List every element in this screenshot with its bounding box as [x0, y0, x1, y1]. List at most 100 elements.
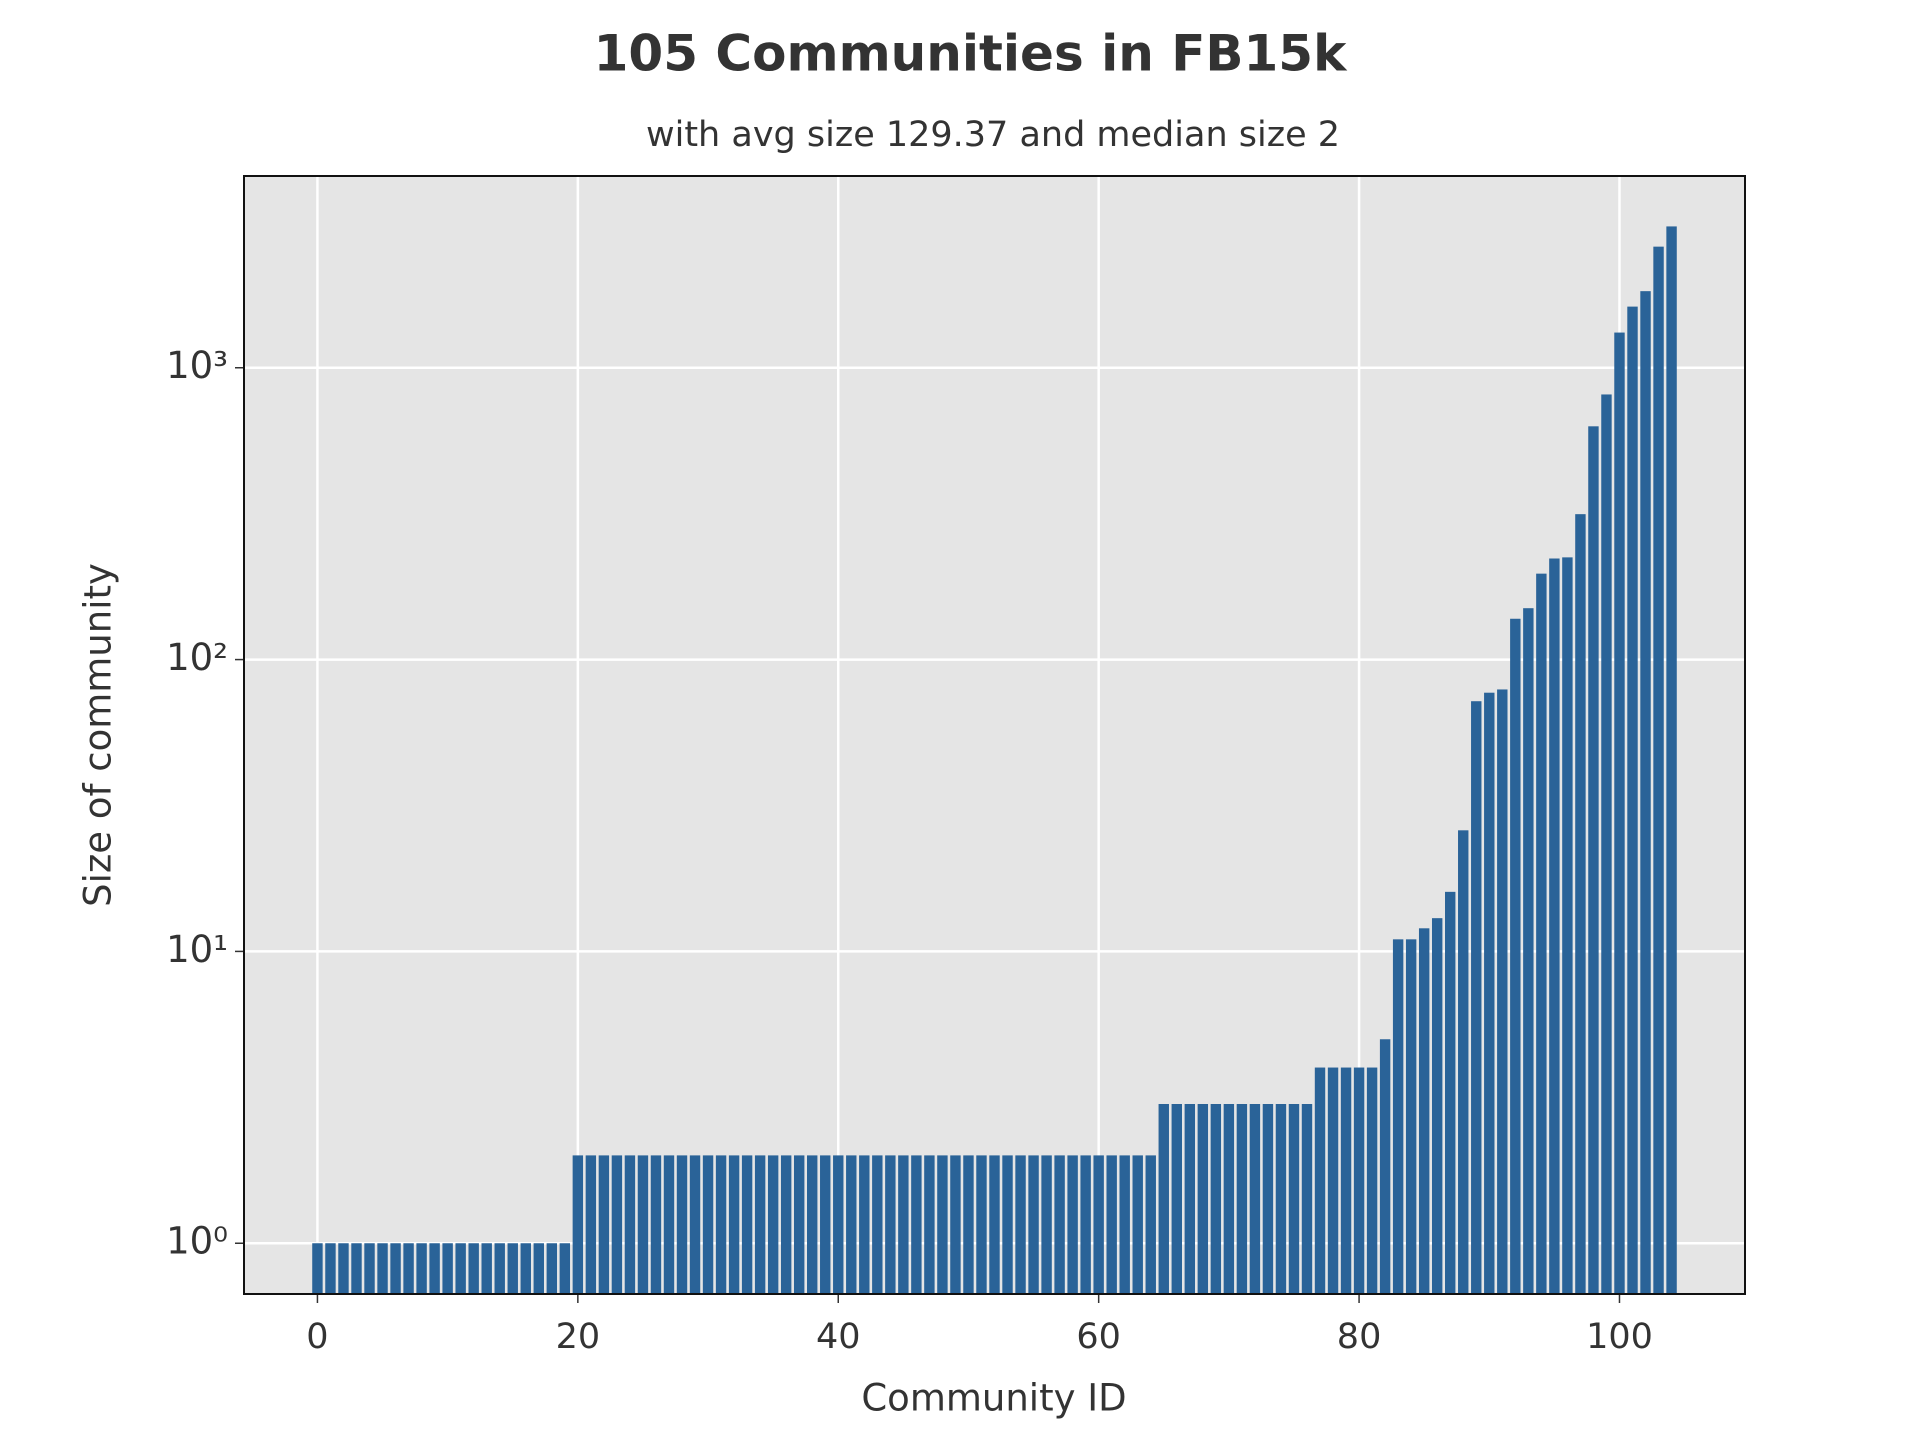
chart-subtitle: with avg size 129.37 and median size 2 [646, 115, 1340, 155]
bar [1471, 701, 1482, 1294]
bar [1353, 1067, 1365, 1294]
bar [481, 1243, 492, 1294]
x-tick-label: 60 [1076, 1317, 1121, 1357]
bar [989, 1155, 1000, 1294]
bar [1653, 246, 1664, 1295]
bar [572, 1155, 584, 1294]
bar [364, 1243, 375, 1294]
bar [1431, 918, 1443, 1294]
bar [1158, 1104, 1169, 1294]
bar [455, 1243, 466, 1294]
bar [637, 1155, 649, 1294]
bar [1523, 608, 1534, 1294]
bar [1314, 1067, 1326, 1294]
bar [1588, 426, 1599, 1295]
bar [1366, 1067, 1378, 1294]
bar [663, 1155, 675, 1294]
bar [1627, 306, 1638, 1294]
bar [1093, 1155, 1104, 1294]
bar [1119, 1155, 1130, 1294]
bar [416, 1243, 427, 1294]
bar [1275, 1104, 1287, 1294]
bar [1392, 939, 1404, 1294]
bar [1210, 1104, 1222, 1294]
bar [1106, 1155, 1117, 1294]
bar [1484, 692, 1495, 1294]
bar [754, 1155, 766, 1294]
bar [1614, 332, 1625, 1294]
bar [377, 1243, 388, 1294]
y-tick-label: 10⁰ [166, 1220, 228, 1263]
x-tick-label: 100 [1586, 1317, 1653, 1357]
x-tick-label: 80 [1337, 1317, 1382, 1357]
y-tick-label: 10³ [166, 344, 228, 387]
bar [650, 1155, 662, 1294]
bar [963, 1155, 974, 1294]
bar [1601, 394, 1612, 1294]
bar [1184, 1104, 1196, 1294]
bar [1340, 1067, 1352, 1294]
bar [1562, 557, 1573, 1294]
bar [859, 1155, 870, 1294]
bar [1288, 1104, 1300, 1294]
bar [533, 1243, 544, 1294]
bar [833, 1155, 844, 1294]
chart-title: 105 Communities in FB15k [594, 25, 1348, 83]
bar [1549, 558, 1560, 1294]
bar [1223, 1104, 1235, 1294]
bar [1054, 1155, 1065, 1294]
bar [1301, 1104, 1313, 1294]
bar [325, 1243, 336, 1294]
plot-area [244, 176, 1745, 1294]
bar [1536, 573, 1547, 1294]
bar [611, 1155, 623, 1294]
bar [494, 1243, 505, 1294]
bar [872, 1155, 883, 1294]
bar [585, 1155, 597, 1294]
bar [338, 1243, 349, 1294]
bar [1327, 1067, 1339, 1294]
bar [1197, 1104, 1209, 1294]
bar [1666, 226, 1677, 1294]
bar [1067, 1155, 1078, 1294]
bar [911, 1155, 922, 1294]
bar [312, 1243, 323, 1294]
bar [715, 1155, 727, 1294]
bar [702, 1155, 714, 1294]
plot-frame [243, 175, 1746, 1295]
bar [1510, 618, 1521, 1294]
bar [807, 1155, 818, 1294]
bar [950, 1155, 961, 1294]
x-axis-label: Community ID [861, 1377, 1126, 1420]
bar [1236, 1104, 1248, 1294]
bar [1445, 891, 1456, 1294]
bar [598, 1155, 610, 1294]
bar [976, 1155, 987, 1294]
bar [1041, 1155, 1052, 1294]
bar [937, 1155, 948, 1294]
bar [1497, 689, 1508, 1294]
x-tick-label: 0 [306, 1317, 328, 1357]
bar [1080, 1155, 1091, 1294]
bar [1640, 291, 1651, 1295]
bar [1418, 928, 1430, 1294]
bar [885, 1155, 896, 1294]
bar [442, 1243, 453, 1294]
bar [780, 1155, 792, 1294]
bar [1028, 1155, 1039, 1294]
x-tick-label: 20 [556, 1317, 601, 1357]
bar [1379, 1039, 1391, 1294]
bar [1015, 1155, 1026, 1294]
bar [820, 1155, 831, 1294]
bar [1145, 1155, 1156, 1294]
bar [403, 1243, 414, 1294]
bar [924, 1155, 935, 1294]
bar [1458, 830, 1469, 1294]
y-tick-label: 10² [166, 636, 228, 679]
bar [468, 1243, 479, 1294]
bar [728, 1155, 740, 1294]
bar [1171, 1104, 1182, 1294]
bar [1132, 1155, 1143, 1294]
x-tick-label: 40 [816, 1317, 861, 1357]
